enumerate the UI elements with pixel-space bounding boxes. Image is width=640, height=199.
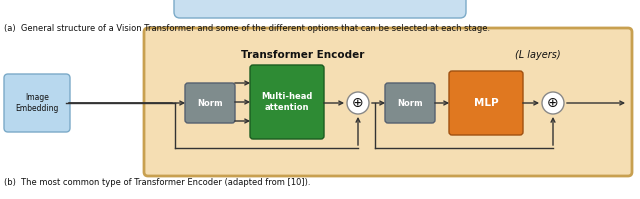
Circle shape (347, 92, 369, 114)
Circle shape (542, 92, 564, 114)
FancyBboxPatch shape (385, 83, 435, 123)
Text: (L layers): (L layers) (515, 50, 561, 60)
Text: Norm: Norm (397, 99, 423, 107)
Text: Image
Embedding: Image Embedding (15, 93, 59, 113)
Text: MLP: MLP (474, 98, 499, 108)
Text: ⊕: ⊕ (547, 96, 559, 110)
FancyBboxPatch shape (449, 71, 523, 135)
FancyBboxPatch shape (4, 74, 70, 132)
Text: (b)  The most common type of Transformer Encoder (adapted from [10]).: (b) The most common type of Transformer … (4, 178, 310, 187)
Text: Norm: Norm (197, 99, 223, 107)
Text: ⊕: ⊕ (352, 96, 364, 110)
Text: (a)  General structure of a Vision Transformer and some of the different options: (a) General structure of a Vision Transf… (4, 24, 490, 33)
Text: Transformer Encoder: Transformer Encoder (241, 50, 365, 60)
FancyBboxPatch shape (250, 65, 324, 139)
Text: Multi-head
attention: Multi-head attention (261, 92, 313, 112)
FancyBboxPatch shape (144, 28, 632, 176)
FancyBboxPatch shape (185, 83, 235, 123)
FancyBboxPatch shape (174, 0, 466, 18)
